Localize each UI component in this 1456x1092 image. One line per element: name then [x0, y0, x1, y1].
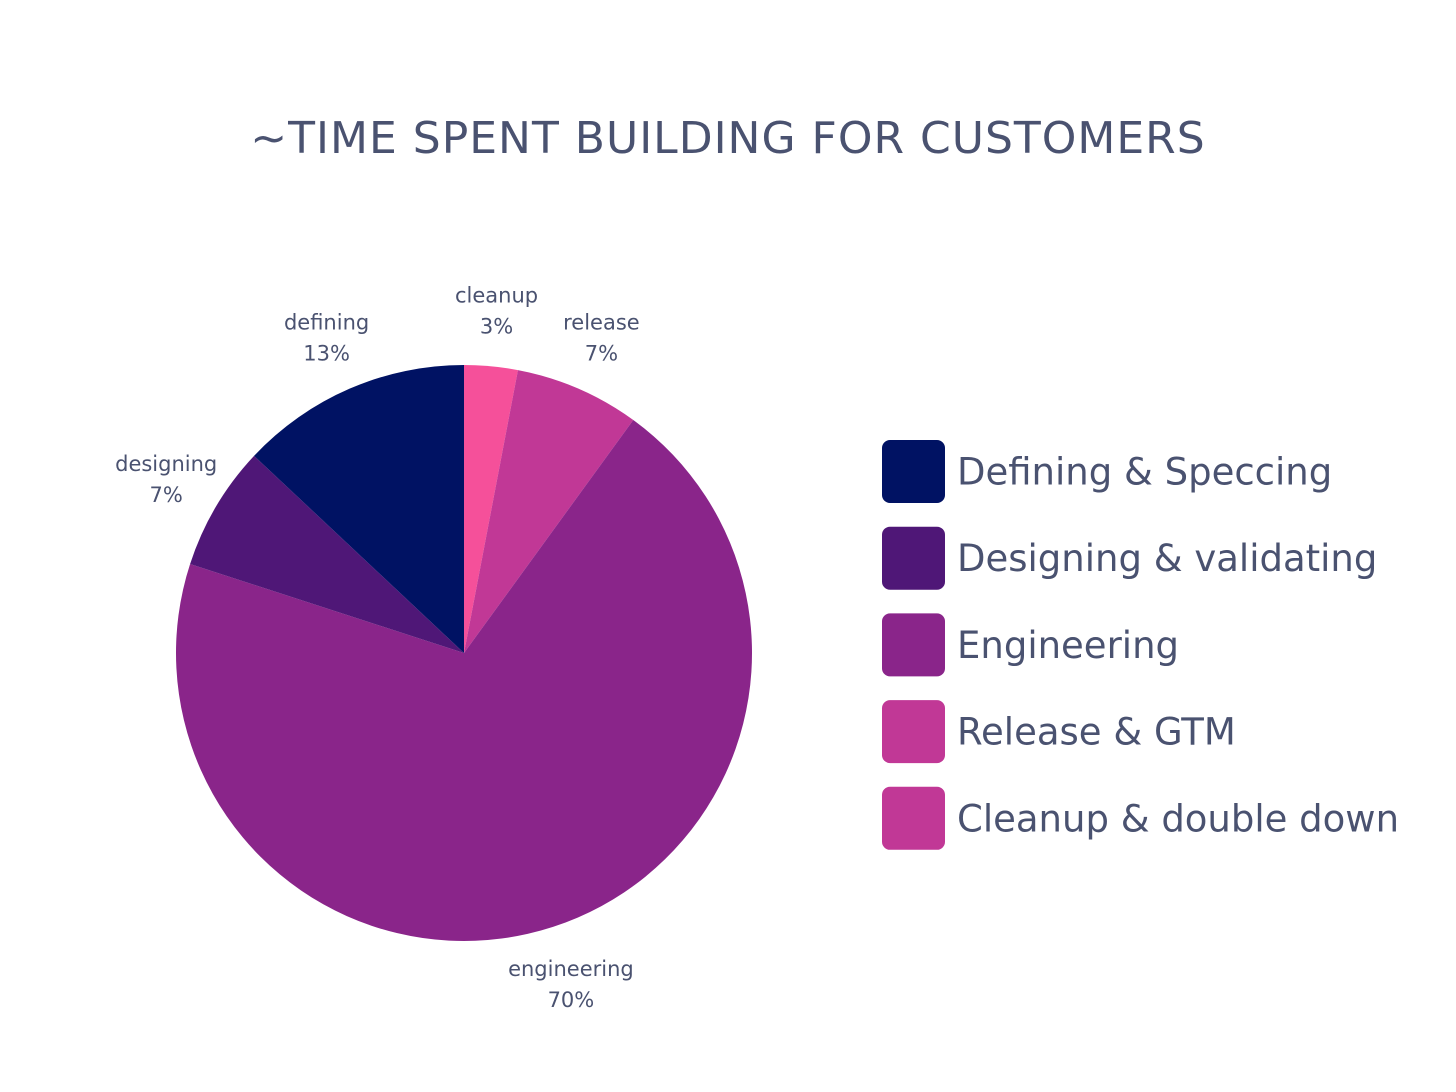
legend-swatch-engineering — [882, 613, 945, 677]
legend-label-engineering: Engineering — [957, 624, 1179, 667]
slice-value-engineering: 70% — [548, 988, 595, 1012]
legend-label-release: Release & GTM — [957, 711, 1236, 754]
pie-slice-labels: cleanup 3% release 7% engineering 70% designin… — [115, 284, 640, 1013]
legend: Defining & Speccing Designing & validatin… — [882, 440, 1399, 850]
legend-swatch-defining — [882, 440, 945, 503]
legend-swatch-designing — [882, 526, 945, 590]
slice-label-designing: designing — [115, 452, 217, 476]
legend-swatch-cleanup — [882, 786, 945, 850]
slice-label-defining: defining — [284, 310, 369, 334]
pie-slices — [175, 365, 753, 941]
chart-title: ~TIME SPENT BUILDING FOR CUSTOMERS — [250, 113, 1205, 164]
slice-label-engineering: engineering — [508, 957, 634, 981]
legend-label-defining: Defining & Speccing — [957, 451, 1332, 494]
slice-value-release: 7% — [585, 341, 618, 365]
slice-value-designing: 7% — [150, 483, 183, 507]
pie-slice-cleanup — [464, 365, 518, 653]
legend-swatch-release — [882, 700, 945, 764]
pie-slice-designing — [190, 455, 465, 653]
pie-slice-release — [464, 370, 634, 653]
legend-label-designing: Designing & validating — [957, 537, 1377, 580]
pie-slice-defining — [254, 365, 464, 653]
legend-label-cleanup: Cleanup & double down — [957, 797, 1399, 840]
slice-value-cleanup: 3% — [480, 315, 513, 339]
slice-value-defining: 13% — [303, 341, 350, 365]
pie-slice-engineering — [175, 420, 753, 941]
slice-label-release: release — [563, 310, 640, 334]
slice-label-cleanup: cleanup — [455, 284, 538, 308]
